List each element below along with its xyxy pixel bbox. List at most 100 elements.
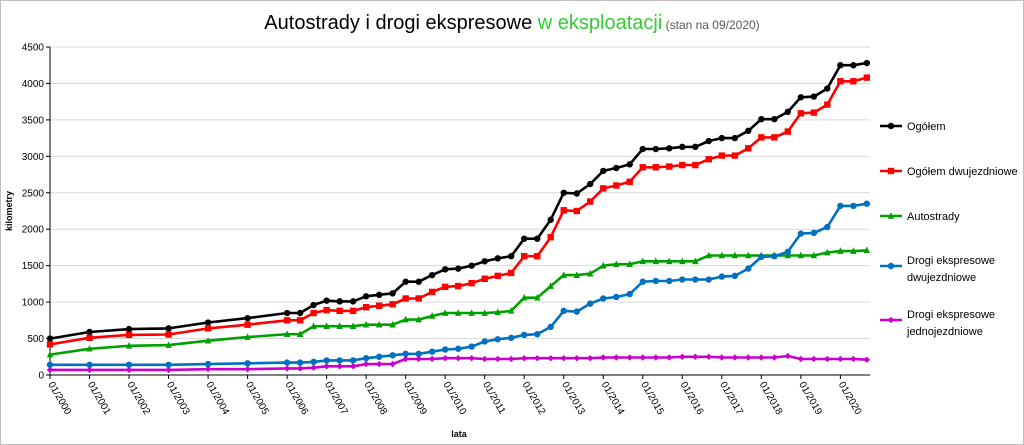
data-point xyxy=(758,253,765,261)
x-tick-label: 01/2019 xyxy=(796,380,824,417)
data-point xyxy=(375,291,383,299)
data-point xyxy=(415,278,422,285)
data-point xyxy=(863,59,871,67)
data-point xyxy=(887,316,895,324)
data-point xyxy=(679,276,686,283)
data-point xyxy=(652,145,660,153)
data-point xyxy=(441,266,449,273)
data-point xyxy=(534,355,541,362)
data-point xyxy=(296,309,304,317)
data-point xyxy=(494,255,501,262)
chart-title-part2: w eksploatacji xyxy=(537,12,663,34)
data-point xyxy=(46,361,54,368)
x-tick-label: 01/2001 xyxy=(85,380,113,417)
data-point xyxy=(837,247,844,254)
data-point xyxy=(283,309,291,317)
x-axis-ticks: 01/2000 01/2001 01/2002 01/2003 01/2004 01/20… xyxy=(45,375,864,417)
series-group xyxy=(46,59,871,374)
x-tick-label: 01/2020 xyxy=(836,380,864,417)
data-point xyxy=(824,355,831,363)
data-point xyxy=(415,350,422,358)
data-point xyxy=(402,350,409,358)
data-point xyxy=(810,109,818,116)
data-point xyxy=(362,360,370,368)
y-tick-label: 500 xyxy=(27,334,44,345)
data-point xyxy=(86,328,93,336)
data-point xyxy=(613,293,620,301)
data-point xyxy=(375,353,383,360)
data-point xyxy=(481,275,488,282)
data-point xyxy=(481,309,488,316)
data-point xyxy=(283,330,291,337)
data-point xyxy=(613,260,620,268)
y-tick-label: 1500 xyxy=(22,261,45,272)
data-point xyxy=(850,202,857,210)
data-point xyxy=(547,234,554,241)
data-point xyxy=(310,322,317,329)
data-point xyxy=(481,338,488,345)
legend-label: Autostrady xyxy=(907,211,960,223)
data-point xyxy=(125,325,133,333)
data-point xyxy=(560,189,567,196)
chart-title: Autostrady i drogi ekspresowe w eksploat… xyxy=(264,12,759,34)
data-point xyxy=(639,354,646,361)
data-point xyxy=(666,257,673,265)
data-point xyxy=(652,257,660,265)
data-point xyxy=(887,122,895,130)
data-point xyxy=(824,223,831,231)
gridlines xyxy=(50,46,870,340)
data-point xyxy=(745,265,752,272)
data-point xyxy=(705,353,712,360)
x-tick-label: 01/2014 xyxy=(599,380,627,417)
data-point xyxy=(810,355,818,363)
data-point xyxy=(521,235,528,242)
series-0 xyxy=(46,59,871,342)
data-point xyxy=(323,297,330,304)
data-point xyxy=(481,355,488,363)
data-point xyxy=(455,355,462,362)
data-point xyxy=(600,261,607,269)
data-point xyxy=(797,251,805,259)
data-point xyxy=(679,353,686,360)
data-point xyxy=(507,355,515,363)
data-point xyxy=(323,363,330,370)
data-point xyxy=(705,156,712,163)
data-point xyxy=(296,317,304,324)
data-point xyxy=(600,354,607,361)
data-point xyxy=(389,320,396,328)
data-point xyxy=(481,258,488,265)
x-tick-label: 01/2004 xyxy=(203,380,231,417)
data-point xyxy=(494,355,501,363)
data-point xyxy=(389,301,396,308)
data-point xyxy=(244,360,251,367)
x-tick-label: 01/2002 xyxy=(124,380,152,417)
data-point xyxy=(758,134,765,141)
data-point xyxy=(362,355,370,362)
data-point xyxy=(784,352,792,360)
data-point xyxy=(587,198,594,205)
legend-label: Drogi ekspresowe dwujezdniowe xyxy=(907,255,995,284)
data-point xyxy=(441,346,449,353)
x-tick-label: 01/2005 xyxy=(243,380,271,417)
data-point xyxy=(415,315,422,323)
data-point xyxy=(718,273,726,280)
data-point xyxy=(547,216,554,223)
data-point xyxy=(125,342,133,349)
x-tick-label: 01/2015 xyxy=(638,380,666,417)
data-point xyxy=(507,334,515,342)
data-point xyxy=(441,309,449,316)
x-tick-label: 01/2008 xyxy=(362,380,390,417)
data-point xyxy=(125,361,133,368)
data-point xyxy=(666,354,673,361)
x-axis-title: lata xyxy=(451,429,468,439)
data-point xyxy=(666,163,673,170)
data-point xyxy=(402,315,409,323)
data-point xyxy=(758,354,765,361)
data-point xyxy=(468,343,475,350)
y-axis-ticks: 0 500 1000 1500 2000 2500 3000 3500 4000 4500 xyxy=(22,43,50,382)
x-tick-label: 01/2009 xyxy=(401,380,429,417)
data-point xyxy=(336,357,343,364)
data-point xyxy=(771,252,778,260)
data-point xyxy=(692,353,699,360)
data-point xyxy=(837,78,844,85)
